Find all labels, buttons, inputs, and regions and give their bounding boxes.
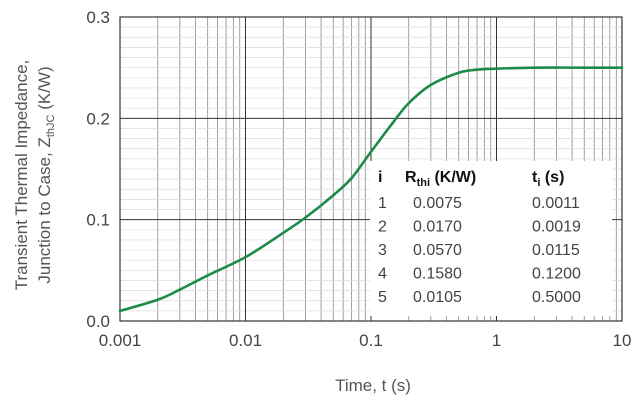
zthjc-curve <box>118 66 624 313</box>
y-tick-label: 0.0 <box>86 312 110 331</box>
table-cell-rthi: 0.1580 <box>413 266 462 283</box>
table-cell-ti: 0.0019 <box>532 219 581 236</box>
y-axis-label-line2: Junction to Case, ZthJC (K/W) <box>35 66 57 283</box>
table-cell-i: 5 <box>378 289 387 306</box>
table-cell-rthi: 0.0170 <box>413 219 462 236</box>
y-tick-label: 0.2 <box>86 109 110 128</box>
x-tick-labels: 0.001 0.01 0.1 1 10 <box>99 331 632 350</box>
y-tick-label: 0.1 <box>86 211 110 230</box>
table-cell-rthi: 0.0570 <box>413 242 462 259</box>
x-tick-label: 1 <box>492 331 501 350</box>
x-tick-label: 0.1 <box>359 331 383 350</box>
x-tick-label: 0.001 <box>99 331 142 350</box>
table-cell-rthi: 0.0105 <box>413 289 462 306</box>
table-cell-ti: 0.1200 <box>532 266 581 283</box>
table-rows: 1 0.0075 0.0011 2 0.0170 0.0019 3 0.0570 0.0115 4… <box>378 195 581 306</box>
table-cell-rthi: 0.0075 <box>413 195 462 212</box>
x-tick-label: 10 <box>613 331 632 350</box>
table-cell-i: 1 <box>378 195 387 212</box>
table-cell-ti: 0.0011 <box>532 195 580 212</box>
table-cell-ti: 0.5000 <box>532 289 581 306</box>
foster-table-box <box>370 161 612 316</box>
y-tick-labels: 0.0 0.1 0.2 0.3 <box>86 8 110 331</box>
table-cell-i: 4 <box>378 266 387 283</box>
table-header-ti: ti (s) <box>532 169 564 189</box>
table-cell-ti: 0.0115 <box>532 242 580 259</box>
x-tick-label: 0.01 <box>229 331 262 350</box>
plot-frame <box>119 16 623 322</box>
table-header-i: i <box>378 169 382 186</box>
table-header-rthi: Rthi (K/W) <box>405 169 476 189</box>
y-axis-label-line1: Transient Thermal Impedance, <box>12 60 31 291</box>
y-tick-label: 0.3 <box>86 8 110 27</box>
foster-table: i Rthi (K/W) ti (s) 1 0.0075 0.0011 2 0.0170… <box>370 161 612 316</box>
x-axis-label: Time, t (s) <box>335 376 411 395</box>
table-cell-i: 3 <box>378 242 387 259</box>
table-cell-i: 2 <box>378 219 387 236</box>
